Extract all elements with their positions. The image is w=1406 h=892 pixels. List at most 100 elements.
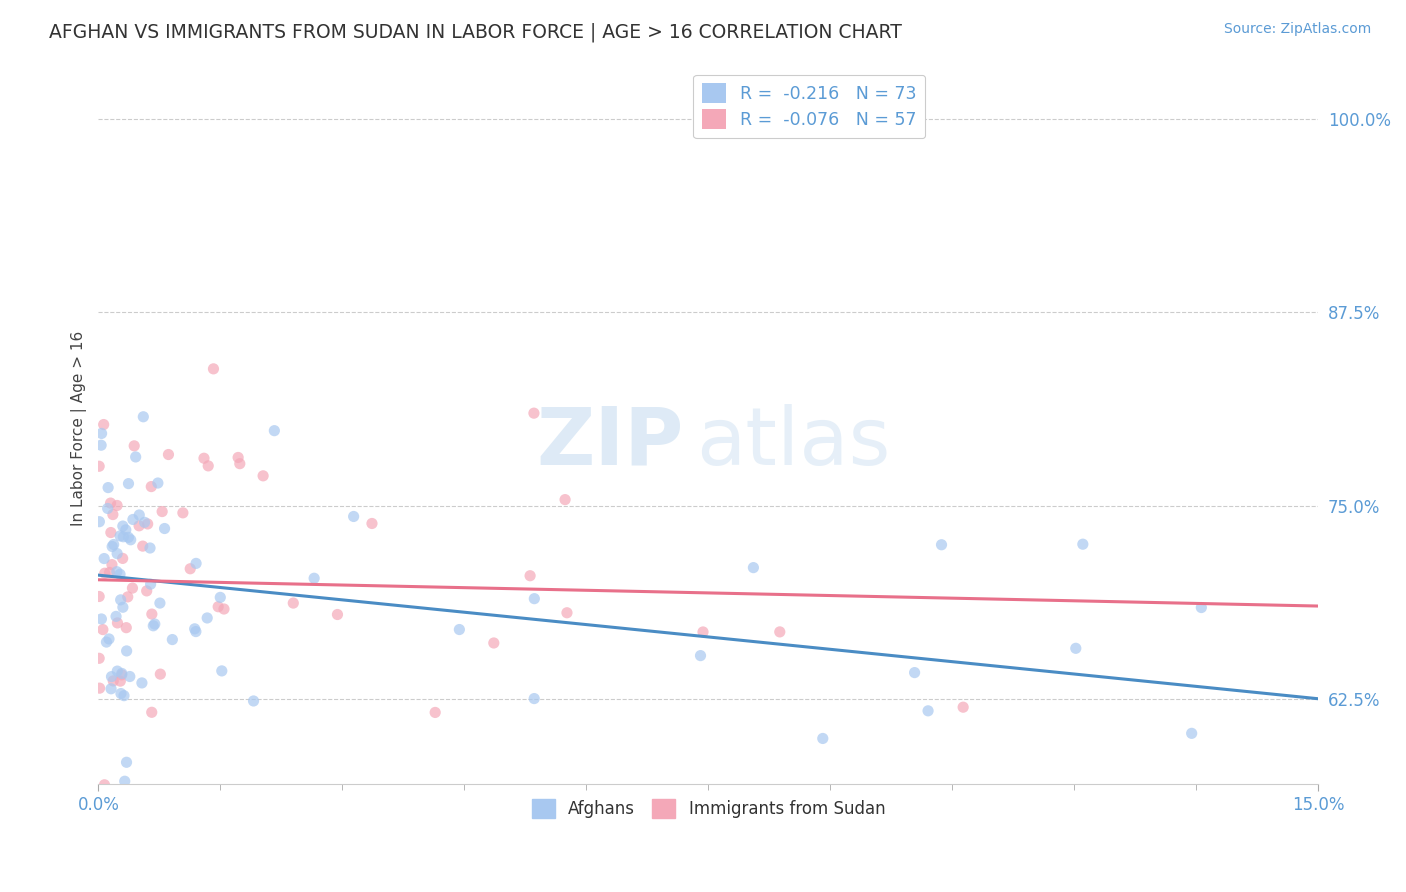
Point [128, 518, 150, 533]
Point [117, 476, 139, 491]
Point [105, 547, 128, 561]
Point [112, 530, 135, 544]
Point [523, 406, 546, 420]
Point [120, 533, 142, 547]
Point [142, 619, 165, 633]
Point [96, 635, 118, 649]
Point [1181, 726, 1204, 740]
Point [139, 541, 162, 555]
Point [101, 558, 124, 572]
Point [197, 458, 219, 473]
Point [122, 439, 145, 453]
Y-axis label: In Labor Force | Age > 16: In Labor Force | Age > 16 [72, 331, 87, 526]
Point [263, 424, 285, 438]
Point [252, 468, 274, 483]
Point [153, 522, 176, 536]
Point [108, 529, 131, 543]
Point [132, 409, 155, 424]
Point [742, 560, 765, 574]
Point [211, 664, 233, 678]
Point [97, 501, 120, 516]
Point [689, 648, 711, 663]
Point [89, 590, 111, 604]
Point [90, 612, 112, 626]
Point [124, 450, 146, 464]
Point [931, 538, 953, 552]
Point [89, 651, 111, 665]
Point [98, 566, 121, 580]
Point [555, 606, 578, 620]
Point [118, 669, 141, 683]
Point [131, 676, 153, 690]
Point [90, 426, 112, 441]
Point [903, 665, 925, 680]
Point [136, 516, 159, 531]
Point [107, 792, 129, 806]
Point [1189, 600, 1212, 615]
Point [242, 694, 264, 708]
Point [134, 516, 156, 530]
Point [149, 667, 172, 681]
Point [184, 624, 207, 639]
Point [105, 565, 128, 579]
Point [283, 596, 305, 610]
Point [111, 600, 134, 615]
Point [115, 621, 138, 635]
Point [302, 571, 325, 585]
Point [89, 681, 111, 695]
Point [554, 492, 576, 507]
Point [105, 609, 128, 624]
Point [150, 504, 173, 518]
Point [122, 512, 145, 526]
Point [132, 539, 155, 553]
Point [141, 480, 163, 494]
Point [184, 557, 207, 571]
Point [193, 451, 215, 466]
Point [114, 792, 136, 806]
Point [212, 602, 235, 616]
Point [121, 581, 143, 595]
Point [114, 523, 136, 537]
Point [111, 551, 134, 566]
Point [97, 481, 120, 495]
Legend: Afghans, Immigrants from Sudan: Afghans, Immigrants from Sudan [524, 793, 891, 825]
Point [449, 623, 471, 637]
Point [425, 706, 447, 720]
Point [105, 664, 128, 678]
Point [112, 689, 135, 703]
Point [100, 670, 122, 684]
Point [692, 624, 714, 639]
Point [100, 525, 122, 540]
Point [811, 731, 834, 746]
Point [94, 566, 117, 581]
Point [361, 516, 384, 531]
Point [326, 607, 349, 622]
Point [1064, 641, 1087, 656]
Point [207, 599, 229, 614]
Point [111, 666, 134, 681]
Point [183, 622, 205, 636]
Point [162, 632, 184, 647]
Point [523, 691, 546, 706]
Point [1071, 537, 1094, 551]
Point [172, 506, 194, 520]
Point [128, 508, 150, 522]
Point [202, 361, 225, 376]
Point [115, 756, 138, 770]
Point [101, 540, 124, 554]
Point [111, 519, 134, 533]
Text: AFGHAN VS IMMIGRANTS FROM SUDAN IN LABOR FORCE | AGE > 16 CORRELATION CHART: AFGHAN VS IMMIGRANTS FROM SUDAN IN LABOR… [49, 22, 903, 42]
Point [117, 590, 139, 604]
Point [523, 591, 546, 606]
Point [110, 592, 132, 607]
Point [146, 476, 169, 491]
Point [111, 668, 134, 682]
Point [89, 515, 111, 529]
Text: ZIP: ZIP [537, 403, 683, 482]
Point [135, 583, 157, 598]
Point [149, 596, 172, 610]
Point [103, 673, 125, 688]
Point [100, 496, 122, 510]
Text: Source: ZipAtlas.com: Source: ZipAtlas.com [1223, 22, 1371, 37]
Point [91, 623, 114, 637]
